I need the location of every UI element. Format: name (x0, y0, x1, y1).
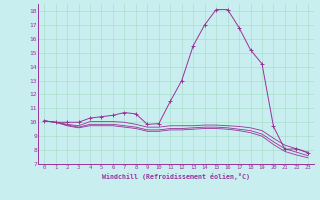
X-axis label: Windchill (Refroidissement éolien,°C): Windchill (Refroidissement éolien,°C) (102, 173, 250, 180)
